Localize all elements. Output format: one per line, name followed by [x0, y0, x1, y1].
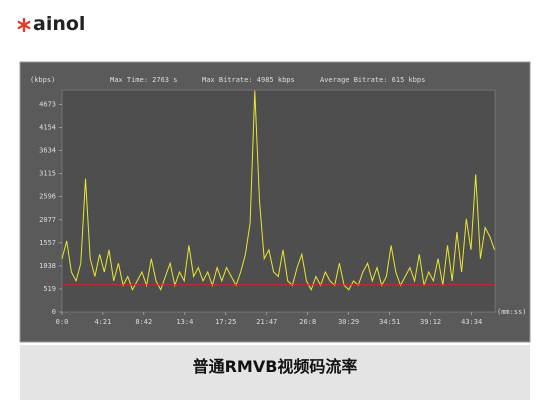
x-tick-label: 39:12 [420, 318, 441, 326]
caption: 普通RMVB视频码流率 [193, 357, 358, 376]
x-tick-label: 13:4 [176, 318, 193, 326]
y-tick-label: 0 [52, 308, 56, 316]
y-tick-label: 1038 [39, 262, 56, 270]
y-tick-label: 519 [43, 285, 56, 293]
y-tick-label: 3115 [39, 170, 56, 178]
header-text: Max Bitrate: 4985 kbps [202, 76, 295, 84]
y-tick-label: 2077 [39, 216, 56, 224]
x-unit: (mm:ss) [497, 308, 527, 316]
bitrate-line [61, 90, 495, 292]
logo: ainol [33, 13, 85, 35]
y-tick-label: 3634 [39, 147, 56, 155]
y-tick-label: 2596 [39, 193, 56, 201]
x-tick-label: 30:29 [338, 318, 359, 326]
logo-asterisk [17, 17, 31, 33]
x-tick-label: 8:42 [135, 318, 152, 326]
y-tick-label: 4154 [39, 124, 56, 132]
x-tick-label: 34:51 [379, 318, 400, 326]
x-tick-label: 26:8 [299, 318, 316, 326]
y-tick-label: 4673 [39, 101, 56, 109]
y-tick-label: 1557 [39, 239, 56, 247]
x-tick-label: 43:34 [461, 318, 482, 326]
header-text: Average Bitrate: 615 kbps [320, 76, 425, 84]
x-tick-label: 17:25 [215, 318, 236, 326]
x-tick-label: 4:21 [94, 318, 111, 326]
reflection [20, 345, 530, 400]
y-unit: (kbps) [30, 76, 55, 84]
x-tick-label: 21:47 [256, 318, 277, 326]
header-text: Max Time: 2763 s [110, 76, 177, 84]
x-tick-label: 0:0 [56, 318, 69, 326]
